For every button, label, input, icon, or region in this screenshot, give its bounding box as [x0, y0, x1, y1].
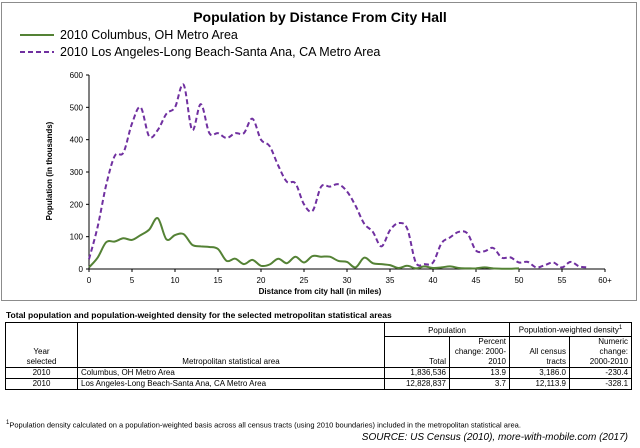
header-pct: Percent change: 2000- 2010 [449, 335, 510, 368]
y-tick-label: 100 [70, 233, 84, 242]
density-table: Population Population-weighted density1 … [5, 322, 633, 390]
x-tick-label: 5 [130, 276, 135, 285]
source-note: SOURCE: US Census (2010), more-with-mobi… [361, 432, 628, 443]
legend-label-columbus: 2010 Columbus, OH Metro Area [60, 28, 238, 42]
cell-pct: 13.9 [449, 366, 510, 379]
y-tick-label: 0 [79, 265, 84, 274]
x-tick-label: 55 [558, 276, 567, 285]
cell-area: Columbus, OH Metro Area [77, 366, 385, 379]
y-tick-label: 400 [70, 136, 84, 145]
y-tick-label: 600 [70, 71, 84, 80]
header-allct-l1: All census [529, 346, 566, 356]
footnote-sup: 1 [6, 420, 10, 426]
table-header-row-1: Population Population-weighted density1 [5, 322, 633, 337]
cell-year: 2010 [5, 366, 78, 379]
x-tick-label: 25 [300, 276, 309, 285]
x-tick-label: 20 [257, 276, 266, 285]
legend: 2010 Columbus, OH Metro Area 2010 Los An… [20, 28, 380, 59]
cell-area: Los Angeles-Long Beach-Santa Ana, CA Met… [77, 377, 385, 390]
x-tick-label: 50 [515, 276, 524, 285]
chart-frame: Population by Distance From City Hall 20… [1, 2, 637, 301]
header-pct-l2: change: 2000- [454, 346, 506, 356]
header-all-tracts: All census tracts [509, 335, 570, 368]
legend-label-los-angeles: 2010 Los Angeles-Long Beach-Santa Ana, C… [60, 45, 380, 59]
cell-num-change: -230.4 [568, 366, 633, 379]
header-allct-l2: tracts [546, 356, 566, 366]
line-chart: Population by Distance From City Hall 20… [20, 9, 612, 296]
cell-all-tracts: 3,186.0 [509, 366, 570, 379]
series-line-columbus [88, 217, 520, 270]
header-density-sup: 1 [618, 325, 623, 331]
header-num-l3: 2000-2010 [589, 356, 629, 366]
cell-pct: 3.7 [449, 377, 510, 390]
header-pct-l3: 2010 [488, 356, 506, 366]
cell-num-change: -328.1 [568, 377, 633, 390]
y-tick-label: 300 [70, 168, 84, 177]
cell-year: 2010 [5, 377, 78, 390]
x-tick-label: 60+ [598, 276, 612, 285]
table-row: 2010 Los Angeles-Long Beach-Santa Ana, C… [5, 377, 633, 390]
footnote-text: Population density calculated on a popul… [9, 420, 521, 430]
header-num-l1: Numeric [598, 336, 629, 346]
header-population-group: Population [384, 322, 510, 337]
table-row: 2010 Columbus, OH Metro Area 1,836,536 1… [5, 366, 633, 379]
x-tick-label: 15 [214, 276, 223, 285]
header-year-l2: selected [26, 356, 57, 366]
x-tick-label: 40 [429, 276, 438, 285]
x-tick-label: 45 [472, 276, 481, 285]
header-density-text: Population-weighted density [518, 325, 619, 335]
x-tick-label: 35 [386, 276, 395, 285]
plot-area: 0 100 200 300 400 500 600 0 5 10 15 20 25 30 35 40 45 50 5… [70, 71, 612, 285]
header-year-l1: Year [33, 346, 50, 356]
x-tick-label: 30 [343, 276, 352, 285]
x-tick-label: 10 [171, 276, 180, 285]
y-tick-label: 200 [70, 200, 84, 209]
series-line-los-angeles [88, 83, 588, 269]
header-total: Total [384, 335, 450, 368]
header-density-group: Population-weighted density1 [508, 322, 633, 337]
header-year: Year selected [5, 336, 78, 368]
x-tick-label: 0 [87, 276, 92, 285]
header-num-change: Numeric change: 2000-2010 [568, 335, 633, 368]
x-axis-label: Distance from city hall (in miles) [259, 287, 382, 296]
table-title: Total population and population-weighted… [6, 310, 392, 320]
footnote: 1Population density calculated on a popu… [6, 418, 626, 431]
cell-total: 1,836,536 [384, 366, 450, 379]
header-pct-l1: Percent [478, 336, 506, 346]
cell-all-tracts: 12,113.9 [509, 377, 570, 390]
cell-total: 12,828,837 [384, 377, 450, 390]
y-tick-label: 500 [70, 103, 84, 112]
header-area: Metropolitan statistical area [77, 336, 385, 368]
y-axis-label: Population (in thousands) [45, 121, 54, 220]
chart-title: Population by Distance From City Hall [193, 9, 447, 25]
header-num-l2: change: [599, 346, 629, 356]
table-header-row-2: Year selected Metropolitan statistical ar… [5, 335, 633, 368]
